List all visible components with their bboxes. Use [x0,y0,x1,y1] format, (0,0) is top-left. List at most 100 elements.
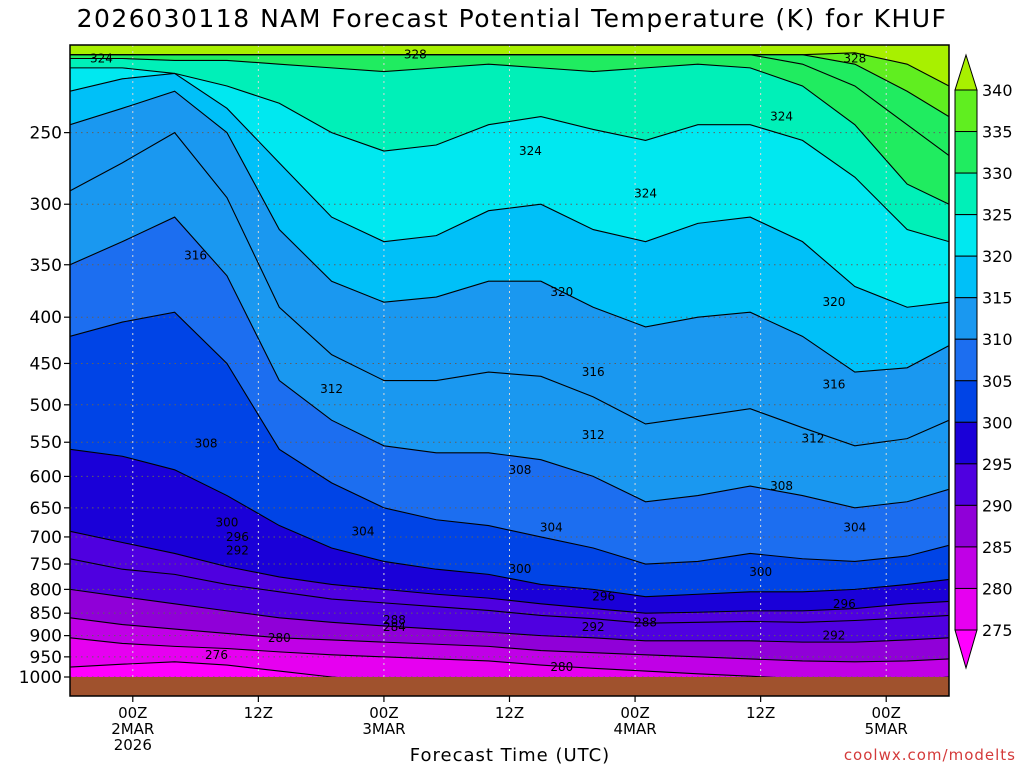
y-tick-label: 550 [30,433,62,453]
colorbar-label: 335 [982,123,1013,142]
contour-label-276: 276 [205,648,228,662]
colorbar-swatch [954,380,978,423]
contour-label-316: 316 [582,365,605,379]
x-tick-label: 5MAR [865,720,908,738]
contour-label-312: 312 [582,428,605,442]
chart-title: 2026030118 NAM Forecast Potential Temper… [76,4,948,33]
contour-label-324: 324 [519,144,542,158]
isentrope-316 [70,90,949,373]
colorbar-swatch [954,172,978,216]
colorbar-label: 340 [982,81,1013,100]
contour-label-316: 316 [184,249,207,263]
contour-label-320: 320 [550,285,573,299]
contour-label-292: 292 [582,620,605,634]
contour-label-324: 324 [90,52,113,66]
contour-label-324: 324 [770,110,793,124]
y-tick-label: 750 [30,555,62,575]
x-tick-label: 12Z [244,704,273,722]
colorbar-swatch [954,463,978,506]
colorbar-label: 315 [982,289,1013,308]
contour-label-300: 300 [509,562,532,576]
colorbar-swatch [954,131,978,174]
contour-label-296: 296 [833,597,856,611]
contour-label-300: 300 [749,565,772,579]
x-tick-label: 3MAR [362,720,405,738]
colorbar-swatch [954,297,978,340]
contour-label-292: 292 [226,544,249,558]
isentrope-296 [70,530,949,614]
y-tick-label: 850 [30,604,62,624]
y-axis-ticks: 250 300 350 400 450 500 550 600 650 700 750 800 850 9… [19,124,70,688]
y-tick-label: 700 [30,528,62,548]
y-tick-label: 300 [30,195,62,215]
contour-label-312: 312 [802,432,825,446]
contour-label-328: 328 [404,48,427,62]
y-tick-label: 900 [30,627,62,647]
colorbar-bottom-arrow [954,629,978,670]
colorbar-top-arrow [954,53,978,91]
contour-label-280: 280 [268,631,291,645]
colorbar-swatch [954,89,978,133]
x-tick-label: 00Z [118,704,147,722]
colorbar-swatch [954,546,978,589]
colorbar-label: 290 [982,496,1013,515]
isentrope-308 [70,216,949,509]
x-tick-label: 00Z [872,704,901,722]
ground-band [70,677,949,696]
colorbar-label: 320 [982,247,1013,266]
colorbar-swatch [954,338,978,382]
colorbar-swatch [954,214,978,257]
y-tick-label: 950 [30,648,62,668]
colorbar-label: 285 [982,538,1013,557]
isentrope-324 [70,67,949,243]
isentrope-contours [70,52,949,682]
contour-label-312: 312 [320,382,343,396]
colorbar-label: 305 [982,372,1013,391]
contour-label-288: 288 [634,615,657,629]
x-tick-label: 12Z [746,704,775,722]
y-tick-label: 400 [30,308,62,328]
y-tick-label: 650 [30,499,62,519]
isentrope-328 [70,57,949,205]
colorbar-label: 325 [982,206,1013,225]
grid-lines [70,45,949,678]
contour-label-324: 324 [634,187,657,201]
colorbar-swatch [954,421,978,465]
contour-label-308: 308 [770,479,793,493]
colorbar-swatch [954,587,978,631]
y-tick-label: 250 [30,124,62,144]
isentrope-288 [70,588,949,643]
colorbar-label: 300 [982,413,1013,432]
colorbar-swatch [954,504,978,548]
colorbar-label: 295 [982,455,1013,474]
credit-link[interactable]: coolwx.com/modelts [843,746,1016,764]
y-tick-label: 800 [30,580,62,600]
contour-label-296: 296 [226,530,249,544]
x-tick-label: 2MAR [111,720,154,738]
colorbar-label: 280 [982,579,1013,598]
isentrope-320 [70,72,949,308]
contour-label-300: 300 [216,516,239,530]
colorbar-label: 275 [982,621,1013,640]
contour-label-308: 308 [195,437,218,451]
contour-label-280: 280 [550,660,573,674]
y-tick-label: 450 [30,354,62,374]
isentrope-312 [70,131,949,447]
contour-label-304: 304 [540,520,563,534]
contour-label-304: 304 [352,524,375,538]
colorbar-swatch [954,255,978,299]
isentrope-292 [70,558,949,624]
colorbar-label: 310 [982,330,1013,349]
contour-label-284: 284 [383,620,406,634]
y-tick-label: 1000 [19,668,62,688]
contour-label-304: 304 [843,520,866,534]
contour-label-316: 316 [822,378,845,392]
y-tick-label: 500 [30,396,62,416]
contour-label-292: 292 [822,629,845,643]
x-tick-label: 2026 [114,736,152,754]
contour-labels: 324 328 328 324 324 324 316 320 320 316 316 312 312 3… [90,48,866,674]
x-tick-label: 12Z [495,704,524,722]
ground-surface [70,677,949,696]
